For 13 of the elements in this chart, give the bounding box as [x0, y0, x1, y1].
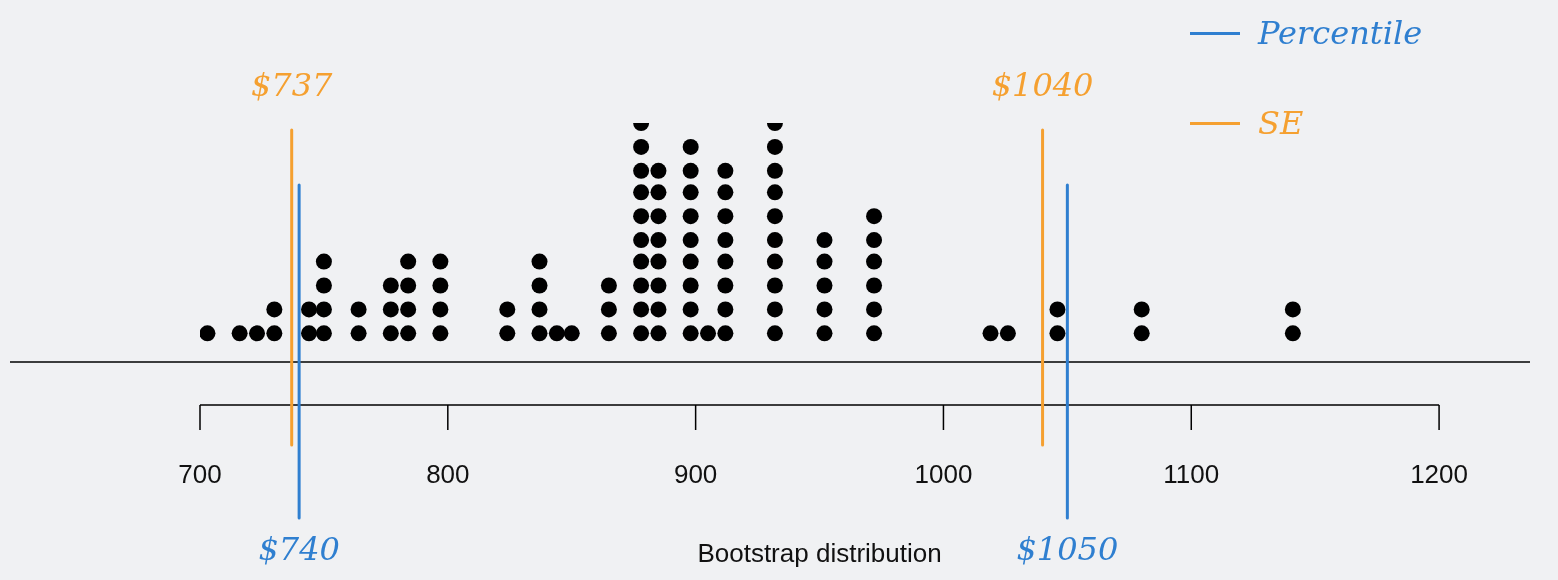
annotation: SE — [1258, 104, 1304, 142]
ref-line-label: $737 — [250, 66, 334, 105]
ref-line-label: $740 — [258, 530, 340, 569]
x-tick-label: 1000 — [914, 458, 973, 489]
x-tick-label: 700 — [178, 458, 222, 489]
text: Percentile — [1258, 14, 1423, 52]
x-tick-label: 800 — [426, 458, 470, 489]
x-tick-label: 1100 — [1163, 458, 1220, 489]
ref-line-label: $1040 — [991, 66, 1094, 105]
ref-line-label: $1050 — [1016, 530, 1119, 569]
x-tick-label: 1200 — [1410, 458, 1468, 489]
x-tick-label: 900 — [673, 458, 718, 489]
x-axis-title: Bootstrap distribution — [697, 538, 942, 569]
